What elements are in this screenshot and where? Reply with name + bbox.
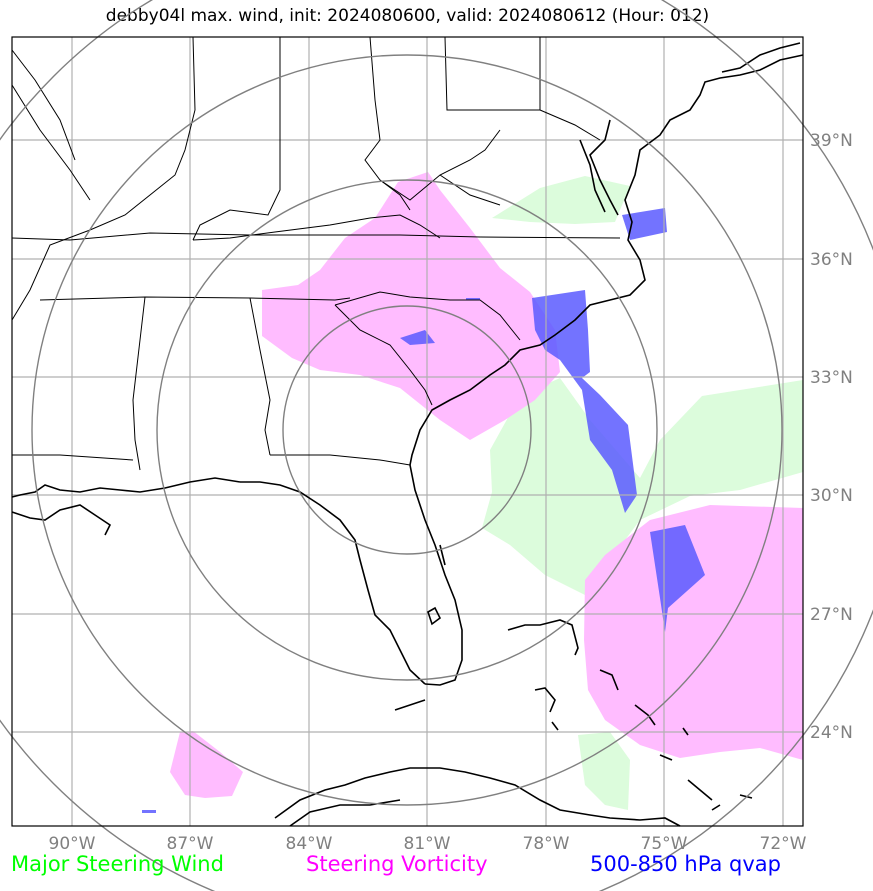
- lon-label: 72°W: [760, 834, 807, 854]
- lon-label: 81°W: [404, 834, 451, 854]
- map-frame: [11, 36, 804, 827]
- lat-label: 27°N: [810, 605, 853, 625]
- lon-label: 75°W: [641, 834, 688, 854]
- lat-lon-grid: [12, 37, 803, 826]
- legend-qvap: 500-850 hPa qvap: [590, 852, 781, 876]
- lat-label: 30°N: [810, 486, 853, 506]
- map-title: debby04l max. wind, init: 2024080600, va…: [105, 6, 710, 26]
- legend-steering-wind: Major Steering Wind: [11, 852, 224, 876]
- lon-label: 78°W: [523, 834, 570, 854]
- legend-steering-vorticity: Steering Vorticity: [306, 852, 488, 876]
- lon-label: 90°W: [49, 834, 96, 854]
- lat-label: 33°N: [810, 368, 853, 388]
- lon-label: 87°W: [167, 834, 214, 854]
- coastline: [11, 42, 804, 827]
- longitude-labels: 90°W 87°W 84°W 81°W 78°W 75°W 72°W: [49, 834, 807, 854]
- steering-wind-area: [482, 176, 803, 810]
- lat-label: 39°N: [810, 131, 853, 151]
- lat-label: 36°N: [810, 250, 853, 270]
- lat-label: 24°N: [810, 723, 853, 743]
- latitude-labels: 39°N 36°N 33°N 30°N 27°N 24°N: [810, 131, 853, 743]
- lon-label: 84°W: [286, 834, 333, 854]
